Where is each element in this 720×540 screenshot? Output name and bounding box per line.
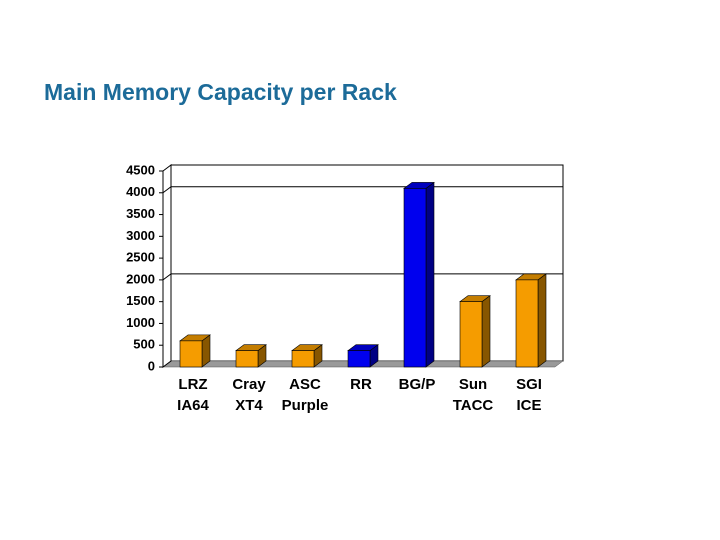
bar-front xyxy=(291,350,315,368)
bar-front xyxy=(459,301,483,368)
bar xyxy=(291,344,323,368)
bar xyxy=(403,181,435,368)
bar xyxy=(235,344,267,368)
x-tick-label: IA64 xyxy=(177,397,209,414)
y-tick-label: 1500 xyxy=(126,293,155,308)
x-tick-label: Cray xyxy=(232,376,266,393)
y-tick-label: 3000 xyxy=(126,228,155,243)
bar-side xyxy=(481,295,491,368)
x-tick-label: LRZ xyxy=(178,376,207,393)
x-tick-label: Sun xyxy=(459,376,487,393)
bar-front xyxy=(347,350,371,368)
x-tick-label: SGI xyxy=(516,376,542,393)
bar-front xyxy=(515,279,539,368)
x-tick-label: ASC xyxy=(289,376,321,393)
y-tick-label: 4500 xyxy=(126,162,155,177)
y-tick-label: 0 xyxy=(148,358,155,373)
y-tick-label: 3500 xyxy=(126,206,155,221)
bar-side xyxy=(425,181,435,368)
x-tick-label: XT4 xyxy=(235,397,263,414)
bar xyxy=(459,295,491,368)
y-tick-label: 2000 xyxy=(126,271,155,286)
bar-side xyxy=(537,273,547,368)
bar-front xyxy=(235,350,259,368)
bar xyxy=(515,273,547,368)
chart-title: Main Memory Capacity per Rack xyxy=(44,79,397,105)
y-tick-label: 500 xyxy=(133,337,155,352)
y-tick-label: 1000 xyxy=(126,315,155,330)
bar-front xyxy=(403,188,427,368)
bar xyxy=(347,344,379,368)
x-tick-label: Purple xyxy=(282,397,329,414)
y-tick-label: 4000 xyxy=(126,184,155,199)
bar-front xyxy=(179,340,203,368)
x-tick-label: ICE xyxy=(516,397,541,414)
plot-side-wall xyxy=(162,164,172,368)
y-tick-label: 2500 xyxy=(126,250,155,265)
x-tick-label: BG/P xyxy=(399,376,436,393)
bar xyxy=(179,334,211,368)
plot-wall xyxy=(170,164,564,362)
x-tick-label: RR xyxy=(350,376,372,393)
x-tick-label: TACC xyxy=(453,397,494,414)
